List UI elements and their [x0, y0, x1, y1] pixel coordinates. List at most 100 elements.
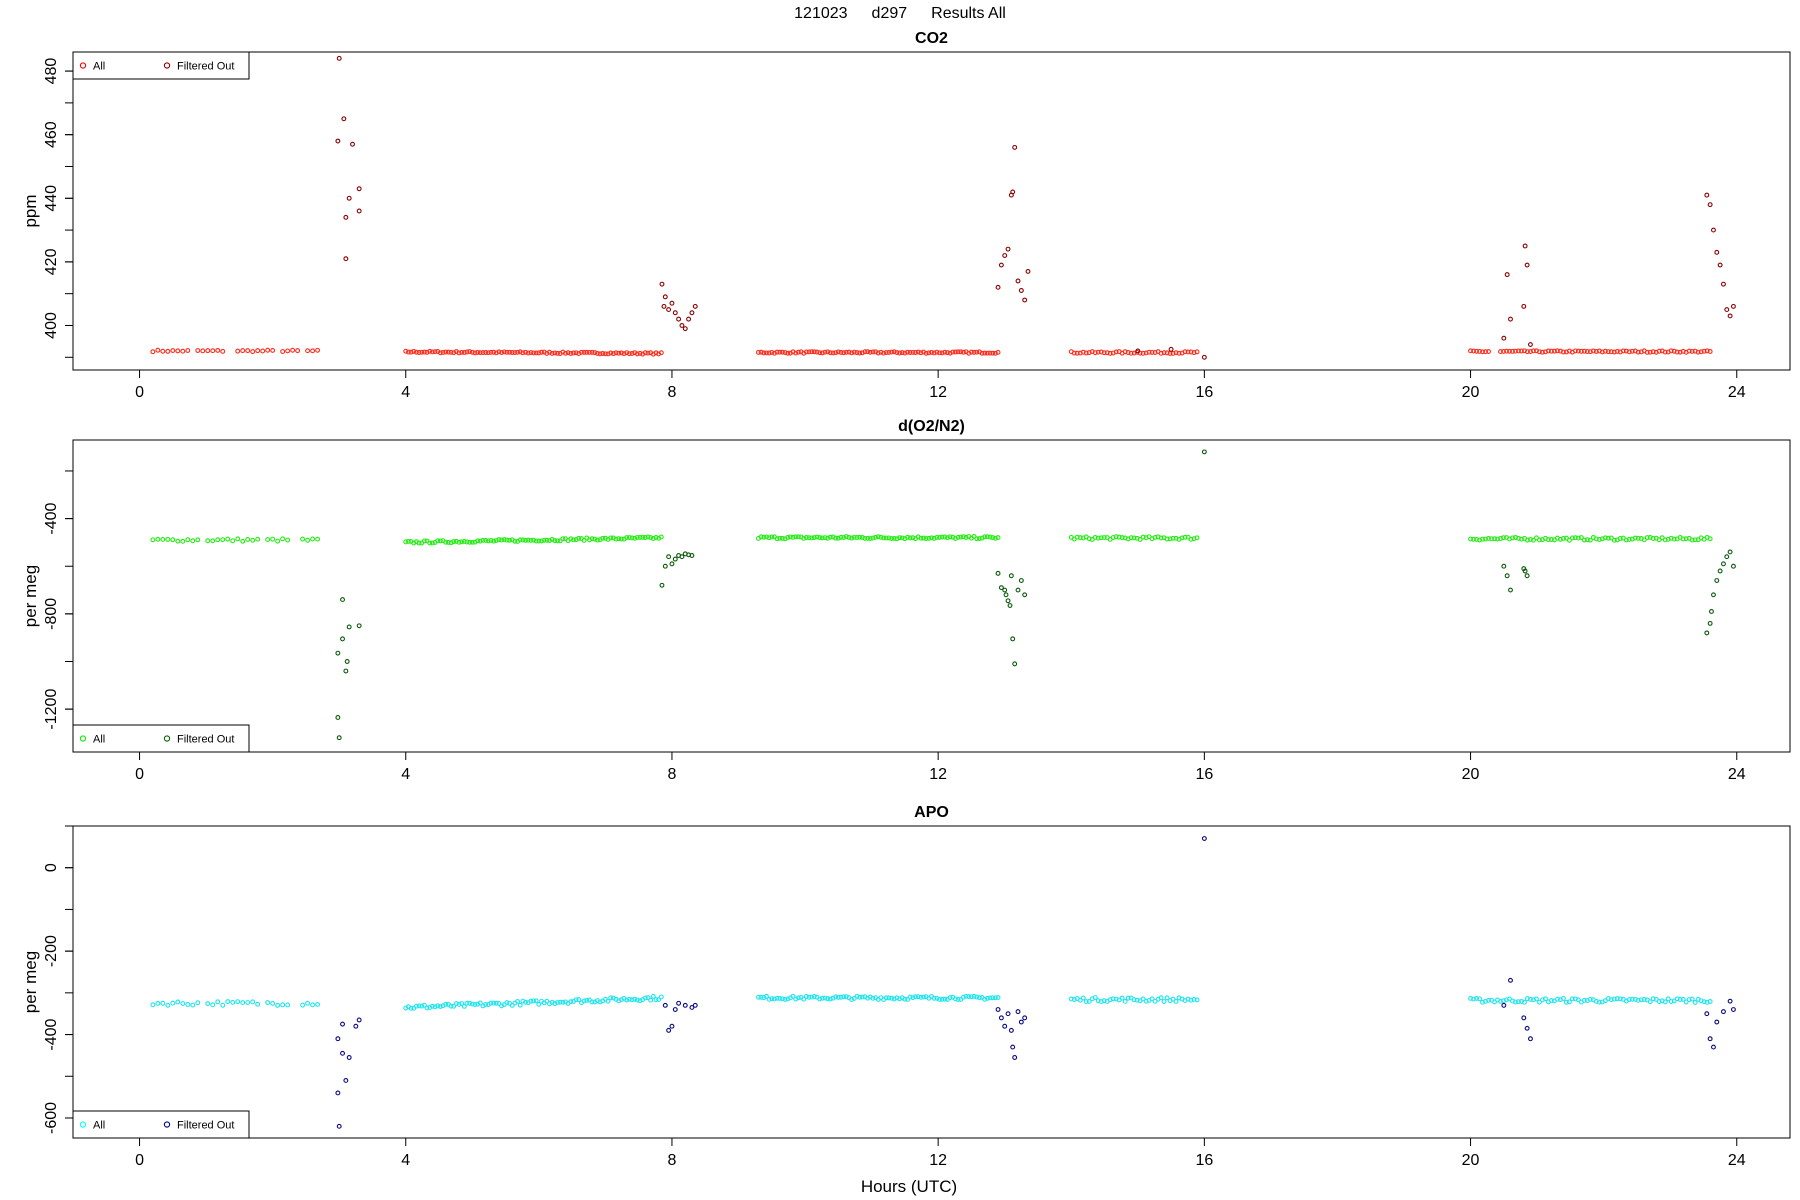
data-point-filtered — [1521, 1015, 1527, 1021]
data-point-filtered — [1522, 243, 1528, 249]
data-point-all — [215, 537, 221, 543]
data-point-all — [305, 537, 311, 543]
data-point-all — [515, 349, 521, 355]
data-point-all — [520, 350, 526, 356]
data-point-all — [1632, 996, 1638, 1002]
data-point-all — [1677, 349, 1683, 355]
data-point-all — [491, 1000, 497, 1006]
legend-label: Filtered Out — [177, 61, 234, 73]
data-point-filtered — [336, 55, 342, 61]
data-point-all — [1617, 996, 1623, 1002]
data-point-filtered — [669, 561, 675, 567]
data-point-all — [629, 351, 635, 356]
y-tick-label: 460 — [43, 121, 60, 148]
data-point-all — [1149, 349, 1155, 355]
data-point-all — [1548, 537, 1554, 542]
data-point-all — [849, 350, 855, 356]
data-point-all — [589, 999, 595, 1005]
data-point-all — [220, 1002, 226, 1008]
data-point-filtered — [341, 116, 347, 122]
data-point-filtered — [1005, 246, 1011, 252]
data-point-all — [1471, 996, 1477, 1002]
legend: All Filtered Out — [72, 51, 250, 80]
x-tick-label: 16 — [1195, 384, 1213, 401]
data-point-all — [1572, 535, 1578, 541]
data-point-all — [843, 349, 849, 355]
data-point-all — [819, 350, 825, 356]
data-point-all — [963, 993, 969, 999]
data-point-all — [250, 349, 256, 355]
x-tick-label: 12 — [929, 1152, 947, 1169]
data-point-filtered — [340, 1021, 345, 1027]
data-point-all — [416, 350, 422, 355]
data-point-all — [1623, 348, 1629, 354]
x-tick-label: 8 — [668, 1152, 677, 1169]
data-point-all — [1480, 999, 1485, 1005]
data-point-all — [459, 349, 465, 355]
x-tick-label: 4 — [401, 1152, 410, 1169]
data-point-all — [859, 535, 865, 540]
data-point-all — [1113, 349, 1119, 355]
data-point-all — [621, 351, 627, 357]
data-point-all — [568, 999, 574, 1005]
data-point-all — [1536, 999, 1542, 1005]
data-point-filtered — [1135, 348, 1141, 354]
data-point-all — [827, 350, 833, 356]
data-point-all — [862, 536, 868, 541]
data-point-all — [658, 350, 664, 356]
data-point-all — [987, 534, 993, 540]
data-point-all — [215, 999, 221, 1005]
data-point-filtered — [1730, 563, 1736, 569]
data-point-all — [1522, 999, 1527, 1005]
data-point-all — [960, 994, 966, 1000]
data-point-all — [421, 538, 427, 544]
data-point-all — [536, 538, 542, 544]
data-point-all — [902, 996, 908, 1002]
data-point-filtered — [1717, 262, 1723, 268]
data-point-all — [1593, 536, 1599, 542]
data-point-filtered — [343, 668, 349, 674]
data-point-all — [825, 535, 831, 541]
data-point-all — [634, 534, 640, 540]
data-point-all — [867, 349, 873, 355]
data-point-all — [467, 539, 473, 545]
data-point-all — [945, 535, 950, 541]
data-point-all — [1194, 997, 1200, 1003]
data-point-all — [827, 534, 833, 540]
data-point-all — [155, 347, 161, 353]
data-point-all — [806, 994, 812, 1000]
data-point-filtered — [689, 1004, 695, 1010]
data-point-all — [883, 995, 889, 1001]
data-point-all — [656, 997, 662, 1003]
data-point-all — [195, 1000, 201, 1006]
data-point-filtered — [1730, 303, 1736, 309]
legend-box — [72, 1110, 250, 1139]
data-point-filtered — [343, 214, 349, 220]
data-point-all — [1560, 996, 1566, 1001]
data-point-all — [483, 350, 489, 355]
data-point-filtered — [340, 1050, 345, 1056]
data-point-filtered — [1008, 1027, 1014, 1033]
data-point-all — [220, 348, 226, 354]
data-point-all — [632, 535, 638, 541]
data-point-all — [456, 1001, 462, 1007]
data-point-all — [984, 534, 990, 540]
data-point-all — [1516, 999, 1521, 1005]
data-point-all — [645, 350, 651, 356]
data-point-filtered — [662, 1002, 668, 1008]
data-point-all — [849, 997, 855, 1002]
data-point-all — [1662, 349, 1668, 355]
data-point-all — [1128, 535, 1134, 541]
data-point-all — [285, 1002, 291, 1008]
data-point-all — [865, 349, 871, 355]
data-point-all — [523, 999, 528, 1005]
data-point-all — [835, 994, 841, 1000]
data-point-all — [843, 994, 849, 1000]
data-point-all — [1548, 348, 1554, 354]
data-point-all — [1143, 998, 1149, 1004]
y-tick-label: 400 — [43, 312, 60, 339]
data-point-all — [1158, 535, 1164, 541]
data-point-all — [907, 350, 913, 355]
data-point-all — [984, 350, 990, 356]
